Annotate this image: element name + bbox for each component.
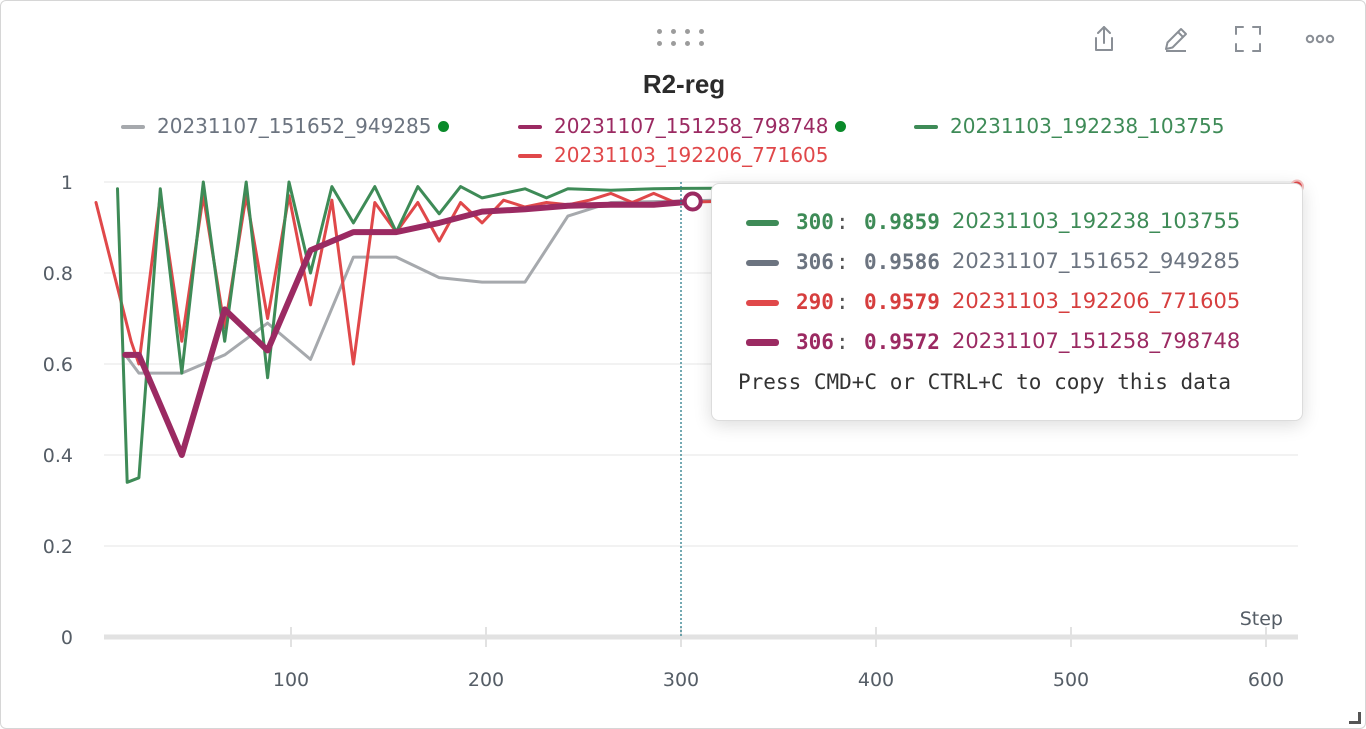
active-run-dot-icon [834, 121, 846, 132]
x-axis-label: Step [1240, 608, 1283, 630]
tooltip-run-name: 20231107_151652_949285 [952, 249, 1241, 273]
legend-swatch [121, 125, 145, 129]
tooltip-step: 300 [796, 210, 834, 234]
hover-tooltip: 300 : 0.9859 20231103_192238_103755 306 … [711, 183, 1303, 421]
active-run-dot-icon [437, 121, 449, 132]
x-tick-label: 600 [1248, 669, 1284, 691]
tooltip-value: 0.9859 [864, 210, 940, 234]
share-icon[interactable] [1088, 23, 1120, 55]
tooltip-step: 290 [796, 290, 834, 314]
series-line-20231103_192238_103755 [116, 180, 1297, 484]
drag-handle-icon[interactable] [657, 29, 711, 51]
legend-swatch [518, 125, 542, 129]
y-tick-label: 0.6 [43, 354, 73, 376]
legend-label: 20231103_192238_103755 [950, 114, 1225, 138]
resize-handle-icon[interactable] [1349, 712, 1361, 724]
tooltip-colon: : [836, 290, 849, 314]
tooltip-swatch [746, 300, 779, 306]
x-tick-label: 200 [468, 669, 504, 691]
y-tick-label: 0.8 [43, 263, 73, 285]
tooltip-step: 306 [796, 330, 834, 354]
tooltip-colon: : [836, 250, 849, 274]
legend-swatch [914, 125, 938, 129]
legend-label: 20231107_151652_949285 [157, 114, 432, 138]
x-tick-label: 500 [1053, 669, 1089, 691]
tooltip-value: 0.9586 [864, 250, 940, 274]
y-tick-label: 0.4 [43, 445, 73, 467]
tooltip-swatch [746, 260, 779, 266]
tooltip-colon: : [836, 210, 849, 234]
chart-title: R2-reg [642, 69, 726, 99]
x-tick-label: 100 [273, 669, 309, 691]
legend-label: 20231107_151258_798748 [554, 114, 829, 138]
tooltip-colon: : [836, 330, 849, 354]
tooltip-run-name: 20231103_192206_771605 [952, 289, 1241, 313]
tooltip-value: 0.9579 [864, 290, 940, 314]
x-tick-label: 300 [663, 669, 699, 691]
tooltip-swatch [746, 339, 779, 346]
y-tick-label: 1 [61, 172, 73, 194]
tooltip-run-name: 20231107_151258_798748 [952, 329, 1241, 353]
hover-point-marker [682, 191, 703, 212]
y-tick-label: 0.2 [43, 536, 73, 558]
y-tick-label: 0 [61, 627, 73, 649]
tooltip-swatch [746, 220, 779, 226]
tooltip-run-name: 20231103_192238_103755 [952, 209, 1241, 233]
edit-icon[interactable] [1160, 23, 1192, 55]
tooltip-value: 0.9572 [864, 330, 940, 354]
tooltip-copy-hint: Press CMD+C or CTRL+C to copy this data [738, 370, 1232, 394]
legend-swatch [518, 154, 542, 158]
more-options-icon[interactable] [1304, 23, 1336, 55]
series-line-20231107_151258_798748 [122, 198, 696, 458]
legend-label: 20231103_192206_771605 [554, 143, 829, 167]
fullscreen-icon[interactable] [1232, 23, 1264, 55]
x-tick-label: 400 [858, 669, 894, 691]
tooltip-step: 306 [796, 250, 834, 274]
